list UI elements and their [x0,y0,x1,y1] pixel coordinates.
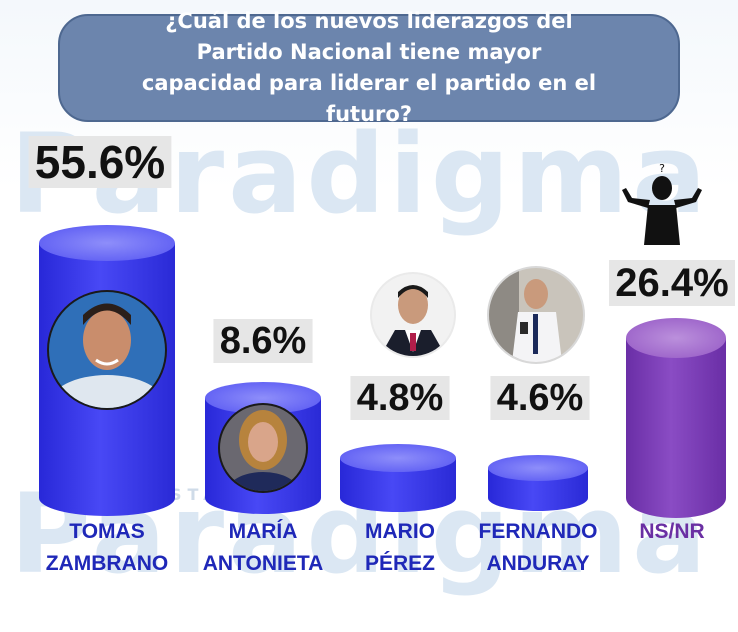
value-label-2: 8.6% [220,320,307,362]
bar-cap [205,382,321,414]
value-label-bg [213,319,313,363]
value-label-1: 55.6% [35,136,165,188]
category-label-4: FERNANDO ANDURAY [479,520,598,575]
photo-tomas-zambrano [47,290,167,410]
category-label-line: MARIO [365,520,435,543]
category-label-line: MARÍA [229,520,298,543]
category-label-line: NS/NR [639,520,704,543]
question-mark: ? [659,162,665,175]
value-label-5: 26.4% [615,261,728,305]
bar-cap [488,455,588,481]
bar-4 [488,455,588,511]
value-label-bg [490,376,590,420]
category-label-1: TOMAS ZAMBRANO [46,520,168,575]
photo-mario-perez [370,272,456,358]
bar-cap [39,225,175,261]
category-label-line: PÉREZ [365,552,435,575]
value-label-bg [609,260,735,306]
value-label-3: 4.8% [357,377,444,419]
category-label-line: ANDURAY [486,552,589,575]
bar-body [340,458,456,512]
bar-cap [626,318,726,358]
shrug-person-icon: ? [622,162,702,245]
category-label-line: FERNANDO [479,520,598,543]
question-banner: ¿Cuál de los nuevos liderazgos del Parti… [58,9,680,126]
bar-5 [626,318,726,518]
chart-title: ¿Cuál de los nuevos liderazgos del Parti… [141,9,597,126]
value-label-bg [350,376,450,420]
category-label-2: MARÍA ANTONIETA [203,520,324,575]
category-label-3: MARIO PÉREZ [365,520,435,575]
category-label-line: ANTONIETA [203,552,324,575]
photo-fernando-anduray [487,266,585,364]
photo-maria-antonieta [218,403,308,493]
value-label-bg [28,136,172,188]
category-label-line: ZAMBRANO [46,552,168,575]
bar-3 [340,444,456,512]
bar-body [626,338,726,518]
category-label-5: NS/NR [639,520,704,543]
value-label-4: 4.6% [497,377,584,419]
category-label-line: TOMAS [69,520,144,543]
bar-cap [340,444,456,472]
